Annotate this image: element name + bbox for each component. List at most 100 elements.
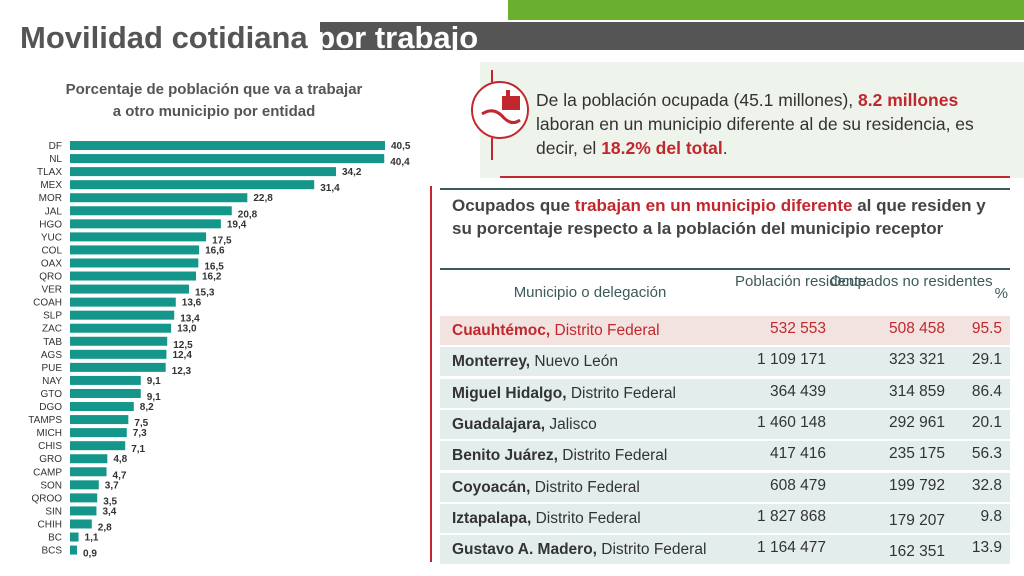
- callout-line: [500, 176, 1010, 178]
- data-label: 15,3: [195, 288, 215, 299]
- data-label: 12,4: [172, 350, 192, 361]
- y-tick-label: MICH: [36, 428, 62, 439]
- data-label: 13,6: [182, 298, 202, 309]
- porcentaje: 13.9: [971, 539, 1002, 557]
- bar: [70, 545, 77, 555]
- y-tick-label: COL: [41, 245, 62, 256]
- chart: Porcentaje de población que va a trabaja…: [28, 81, 411, 560]
- data-label: 1,1: [85, 533, 99, 544]
- chart-title: Porcentaje de población que va a trabaja…: [66, 81, 363, 98]
- porcentaje: 56.3: [971, 445, 1002, 463]
- bar: [70, 232, 207, 242]
- row-bg: [440, 409, 1010, 439]
- row-bg: [440, 316, 1010, 345]
- text: Ocupados que: [452, 196, 575, 215]
- bar: [70, 206, 232, 216]
- porcentaje: 32.8: [971, 476, 1002, 494]
- ocupados: 508 458: [888, 320, 945, 337]
- y-tick-label: JAL: [45, 206, 63, 217]
- data-label: 7,5: [134, 418, 148, 429]
- bar: [70, 519, 92, 529]
- row-bg: [440, 535, 1010, 565]
- data-label: 0,9: [83, 549, 97, 560]
- porcentaje: 95.5: [971, 320, 1002, 337]
- y-tick-label: GRO: [39, 454, 62, 465]
- green-band: [508, 0, 1024, 20]
- municipio-cell: Miguel Hidalgo, Distrito Federal: [452, 385, 676, 403]
- data-label: 22,8: [253, 193, 273, 204]
- data-label: 19,4: [227, 219, 247, 230]
- row-bg: [440, 441, 1010, 471]
- municipio-cell: Benito Juárez, Distrito Federal: [452, 447, 667, 465]
- bar: [70, 388, 141, 398]
- poblacion: 1 109 171: [757, 351, 826, 369]
- data-label: 31,4: [320, 183, 340, 194]
- data-label: 17,5: [212, 235, 232, 246]
- poblacion: 1 460 148: [757, 413, 826, 431]
- y-tick-label: OAX: [41, 258, 62, 269]
- entidad: Distrito Federal: [554, 322, 660, 339]
- poblacion: 364 439: [769, 382, 826, 400]
- entidad: Distrito Federal: [534, 478, 640, 496]
- bar: [70, 415, 129, 425]
- bar: [70, 532, 79, 542]
- municipio: Coyoacán,: [452, 478, 531, 496]
- column-header: %: [994, 285, 1008, 302]
- y-tick-label: SON: [40, 480, 62, 491]
- data-label: 16,2: [202, 272, 222, 283]
- municipio-cell: Monterrey, Nuevo León: [452, 353, 618, 371]
- data-label: 2,8: [98, 522, 112, 533]
- poblacion: 1 164 477: [757, 539, 826, 557]
- data-label: 40,4: [390, 157, 410, 168]
- bar: [70, 180, 315, 190]
- y-tick-label: BC: [48, 533, 62, 544]
- column-header: Ocupados no residentes: [830, 273, 993, 290]
- bar: [70, 323, 172, 333]
- y-tick-label: CHIH: [38, 519, 62, 530]
- table-line: [430, 186, 432, 562]
- data-label: 12,5: [173, 340, 193, 351]
- y-tick-label: MEX: [40, 180, 62, 191]
- municipio-cell: Gustavo A. Madero, Distrito Federal: [452, 541, 706, 559]
- y-tick-label: BCS: [41, 546, 62, 557]
- bar: [70, 336, 168, 346]
- porcentaje: 20.1: [971, 413, 1002, 431]
- data-label: 16,5: [204, 261, 224, 272]
- bar: [70, 167, 336, 177]
- municipio-cell: Cuauhtémoc, Distrito Federal: [452, 322, 660, 340]
- y-tick-label: SIN: [45, 506, 62, 517]
- y-tick-label: DF: [49, 141, 62, 152]
- porcentaje: 9.8: [980, 507, 1002, 525]
- bar: [70, 258, 199, 268]
- row-bg: [440, 503, 1010, 533]
- poblacion: 417 416: [769, 445, 826, 463]
- y-tick-label: SLP: [43, 311, 62, 322]
- data-label: 9,1: [147, 376, 161, 387]
- y-tick-label: MOR: [39, 193, 62, 204]
- data-label: 34,2: [342, 167, 362, 178]
- ocupados: 323 321: [888, 351, 945, 369]
- data-label: 13,0: [177, 324, 197, 335]
- y-tick-label: QRO: [39, 272, 62, 283]
- y-tick-label: DGO: [39, 402, 62, 413]
- ocupados: 162 351: [888, 543, 945, 561]
- entidad: Distrito Federal: [570, 384, 676, 402]
- column-header: Población residente: [735, 273, 867, 290]
- data-label: 7,3: [133, 428, 147, 439]
- ocupados: 199 792: [888, 476, 945, 494]
- highlight: 8.2 millones: [858, 90, 959, 110]
- entidad: Distrito Federal: [601, 541, 707, 559]
- y-tick-label: NL: [49, 154, 62, 165]
- bar: [70, 245, 200, 255]
- entidad: Distrito Federal: [535, 509, 641, 527]
- title-band: [320, 22, 1024, 50]
- data-label: 20,8: [238, 209, 258, 220]
- municipio: Guadalajara,: [452, 415, 546, 433]
- y-tick-label: QROO: [31, 493, 62, 504]
- bar: [70, 467, 107, 477]
- municipio: Miguel Hidalgo,: [452, 384, 567, 402]
- data-label: 9,1: [147, 392, 161, 403]
- data-label: 7,1: [131, 444, 145, 455]
- title: Movilidad cotidiana por trabajo: [20, 20, 478, 56]
- municipio: Monterrey,: [452, 353, 531, 371]
